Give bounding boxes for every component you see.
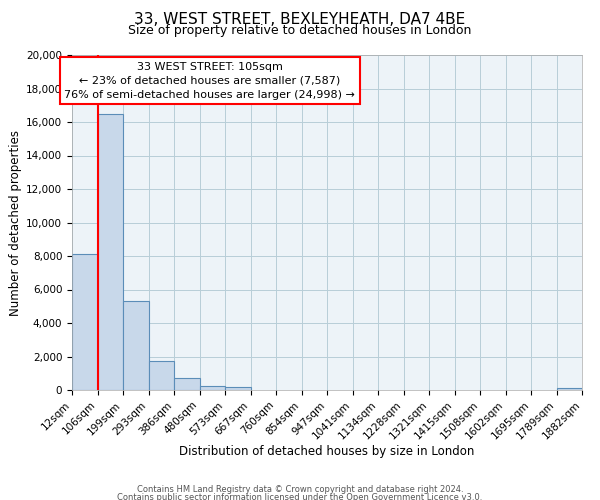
Text: Contains public sector information licensed under the Open Government Licence v3: Contains public sector information licen… <box>118 492 482 500</box>
Bar <box>72 254 97 390</box>
Bar <box>174 378 199 390</box>
Bar <box>97 114 123 390</box>
X-axis label: Distribution of detached houses by size in London: Distribution of detached houses by size … <box>179 446 475 458</box>
Bar <box>557 388 582 390</box>
Bar <box>225 387 251 390</box>
Bar <box>123 301 149 390</box>
Text: 33, WEST STREET, BEXLEYHEATH, DA7 4BE: 33, WEST STREET, BEXLEYHEATH, DA7 4BE <box>134 12 466 28</box>
Text: Contains HM Land Registry data © Crown copyright and database right 2024.: Contains HM Land Registry data © Crown c… <box>137 485 463 494</box>
Text: Size of property relative to detached houses in London: Size of property relative to detached ho… <box>128 24 472 37</box>
Bar <box>149 360 174 390</box>
Bar <box>199 386 225 390</box>
Text: 33 WEST STREET: 105sqm
← 23% of detached houses are smaller (7,587)
76% of semi-: 33 WEST STREET: 105sqm ← 23% of detached… <box>64 62 355 100</box>
Y-axis label: Number of detached properties: Number of detached properties <box>9 130 22 316</box>
